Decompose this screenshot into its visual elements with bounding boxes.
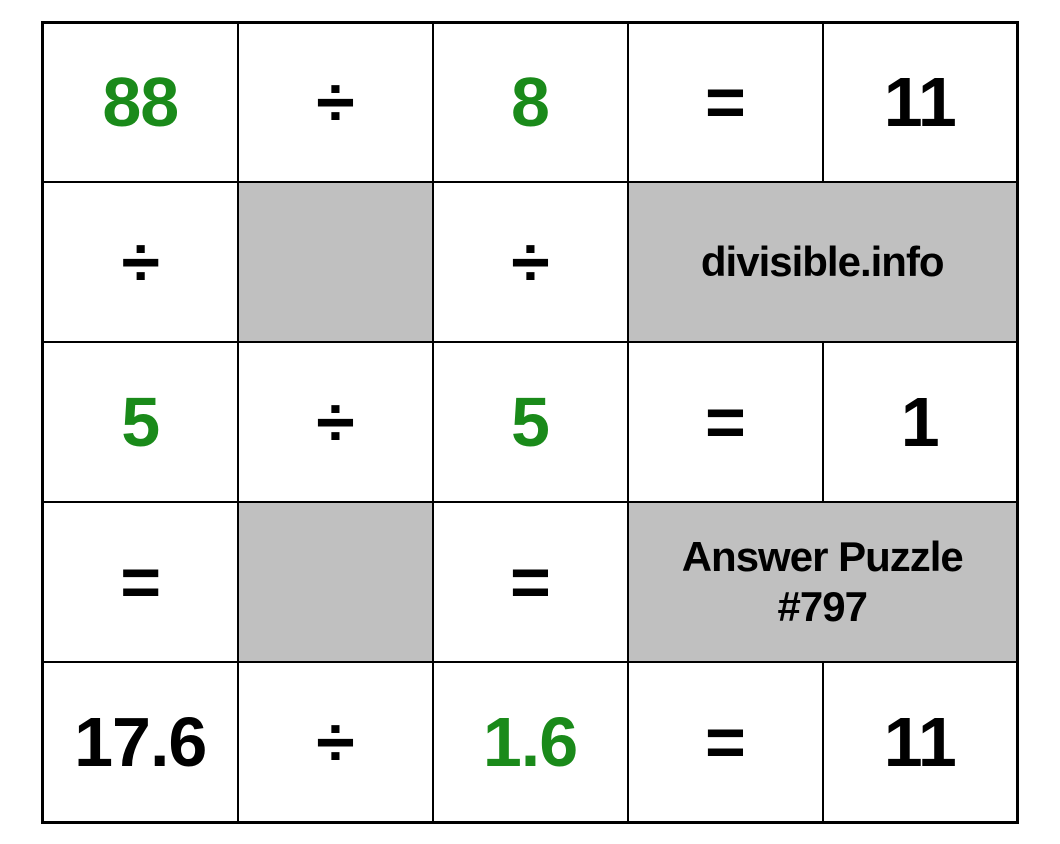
- puzzle-row-1: 88 ÷ 8 = 11: [43, 22, 1018, 182]
- cell-r1c5: 11: [823, 22, 1018, 182]
- cell-r5c5: 11: [823, 662, 1018, 822]
- cell-r2c1: ÷: [43, 182, 238, 342]
- cell-r3c3: 5: [433, 342, 628, 502]
- answer-puzzle-line2: #797: [778, 583, 867, 630]
- cell-r5c3: 1.6: [433, 662, 628, 822]
- cell-r2c3: ÷: [433, 182, 628, 342]
- puzzle-grid: 88 ÷ 8 = 11 ÷ ÷ divisible.info 5 ÷ 5 = 1…: [41, 21, 1019, 824]
- cell-r4c1: =: [43, 502, 238, 662]
- cell-r4c2: [238, 502, 433, 662]
- puzzle-row-2: ÷ ÷ divisible.info: [43, 182, 1018, 342]
- cell-r5c1: 17.6: [43, 662, 238, 822]
- cell-r1c1: 88: [43, 22, 238, 182]
- cell-r5c2: ÷: [238, 662, 433, 822]
- cell-r3c1: 5: [43, 342, 238, 502]
- cell-r3c5: 1: [823, 342, 1018, 502]
- cell-r2c4-5-website: divisible.info: [628, 182, 1018, 342]
- cell-r1c4: =: [628, 22, 823, 182]
- cell-r1c2: ÷: [238, 22, 433, 182]
- answer-puzzle-line1: Answer Puzzle: [682, 533, 963, 580]
- puzzle-row-4: = = Answer Puzzle #797: [43, 502, 1018, 662]
- puzzle-row-3: 5 ÷ 5 = 1: [43, 342, 1018, 502]
- cell-r4c4-5-puzzle-number: Answer Puzzle #797: [628, 502, 1018, 662]
- cell-r4c3: =: [433, 502, 628, 662]
- cell-r3c2: ÷: [238, 342, 433, 502]
- cell-r1c3: 8: [433, 22, 628, 182]
- cell-r5c4: =: [628, 662, 823, 822]
- cell-r3c4: =: [628, 342, 823, 502]
- puzzle-row-5: 17.6 ÷ 1.6 = 11: [43, 662, 1018, 822]
- cell-r2c2: [238, 182, 433, 342]
